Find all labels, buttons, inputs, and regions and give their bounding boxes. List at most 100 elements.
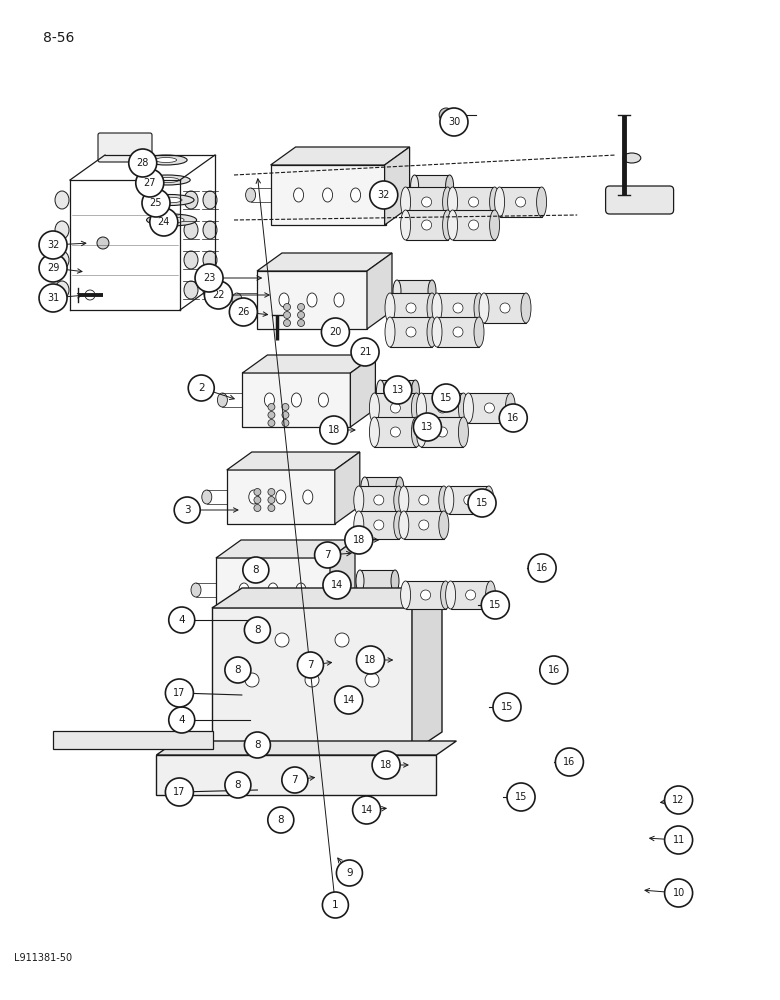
Ellipse shape <box>521 293 531 323</box>
Ellipse shape <box>495 187 505 217</box>
Circle shape <box>481 591 509 619</box>
Ellipse shape <box>442 187 452 217</box>
Bar <box>216 557 331 622</box>
Circle shape <box>297 320 304 326</box>
Ellipse shape <box>303 490 313 504</box>
Text: 16: 16 <box>563 757 576 767</box>
Ellipse shape <box>486 581 495 609</box>
Text: 7: 7 <box>324 550 331 560</box>
Text: 32: 32 <box>47 240 59 250</box>
Circle shape <box>499 404 527 432</box>
Text: 8: 8 <box>254 625 261 635</box>
Ellipse shape <box>145 155 187 165</box>
Ellipse shape <box>239 583 249 597</box>
Ellipse shape <box>354 511 363 539</box>
Ellipse shape <box>445 175 454 197</box>
Circle shape <box>254 496 261 504</box>
Bar <box>437 317 479 347</box>
Circle shape <box>438 403 448 413</box>
Text: 14: 14 <box>342 695 355 705</box>
Ellipse shape <box>356 570 364 592</box>
Ellipse shape <box>249 490 259 504</box>
Ellipse shape <box>268 583 278 597</box>
Ellipse shape <box>147 214 197 226</box>
Circle shape <box>225 657 251 683</box>
Ellipse shape <box>307 293 317 307</box>
Ellipse shape <box>427 317 437 347</box>
Circle shape <box>466 590 476 600</box>
Text: 25: 25 <box>150 198 162 208</box>
Circle shape <box>268 496 275 504</box>
Ellipse shape <box>350 188 360 202</box>
Ellipse shape <box>276 490 285 504</box>
Ellipse shape <box>427 293 437 323</box>
Text: 13: 13 <box>421 422 434 432</box>
Ellipse shape <box>463 393 473 423</box>
Text: 10: 10 <box>672 888 685 898</box>
Bar <box>52 731 213 749</box>
Text: 13: 13 <box>392 385 404 395</box>
Ellipse shape <box>156 157 176 162</box>
Ellipse shape <box>394 486 404 514</box>
Bar <box>406 210 448 240</box>
Polygon shape <box>412 588 442 752</box>
Circle shape <box>275 633 289 647</box>
Circle shape <box>284 320 290 326</box>
Circle shape <box>168 607 195 633</box>
Text: 9: 9 <box>346 868 353 878</box>
Ellipse shape <box>484 486 494 514</box>
Ellipse shape <box>191 583 201 597</box>
Circle shape <box>321 318 349 346</box>
Text: 14: 14 <box>331 580 343 590</box>
Bar <box>271 165 385 225</box>
Ellipse shape <box>401 210 410 240</box>
Circle shape <box>229 298 257 326</box>
Text: 12: 12 <box>672 795 685 805</box>
Polygon shape <box>212 588 442 608</box>
Bar <box>404 511 444 539</box>
Circle shape <box>384 376 412 404</box>
Circle shape <box>419 495 429 505</box>
Text: 3: 3 <box>184 505 190 515</box>
Text: 16: 16 <box>548 665 560 675</box>
Circle shape <box>150 208 178 236</box>
Ellipse shape <box>537 187 547 217</box>
Text: 15: 15 <box>489 600 502 610</box>
Circle shape <box>297 304 304 310</box>
Circle shape <box>391 403 400 413</box>
Circle shape <box>284 312 290 318</box>
Circle shape <box>165 778 193 806</box>
Ellipse shape <box>394 511 404 539</box>
Text: 8: 8 <box>235 780 241 790</box>
Ellipse shape <box>318 393 328 407</box>
Ellipse shape <box>146 194 194 206</box>
Bar <box>421 393 463 423</box>
Circle shape <box>540 656 568 684</box>
Circle shape <box>268 420 275 426</box>
Circle shape <box>97 237 109 249</box>
Circle shape <box>438 427 448 437</box>
Circle shape <box>174 497 200 523</box>
Text: 28: 28 <box>136 158 149 168</box>
Circle shape <box>168 707 195 733</box>
Bar <box>360 570 395 592</box>
Ellipse shape <box>279 293 289 307</box>
Text: 8: 8 <box>278 815 284 825</box>
Ellipse shape <box>411 417 421 447</box>
Circle shape <box>204 281 232 309</box>
Polygon shape <box>216 540 355 558</box>
Ellipse shape <box>474 317 484 347</box>
Circle shape <box>320 416 348 444</box>
Bar <box>406 581 445 609</box>
Circle shape <box>225 772 251 798</box>
Circle shape <box>374 520 384 530</box>
Circle shape <box>305 673 319 687</box>
Text: L911381-50: L911381-50 <box>14 953 73 963</box>
Bar <box>421 417 463 447</box>
Circle shape <box>328 324 343 340</box>
Text: 8: 8 <box>254 740 261 750</box>
Polygon shape <box>243 355 375 373</box>
Ellipse shape <box>203 191 217 209</box>
Ellipse shape <box>474 293 484 323</box>
Ellipse shape <box>158 197 182 203</box>
